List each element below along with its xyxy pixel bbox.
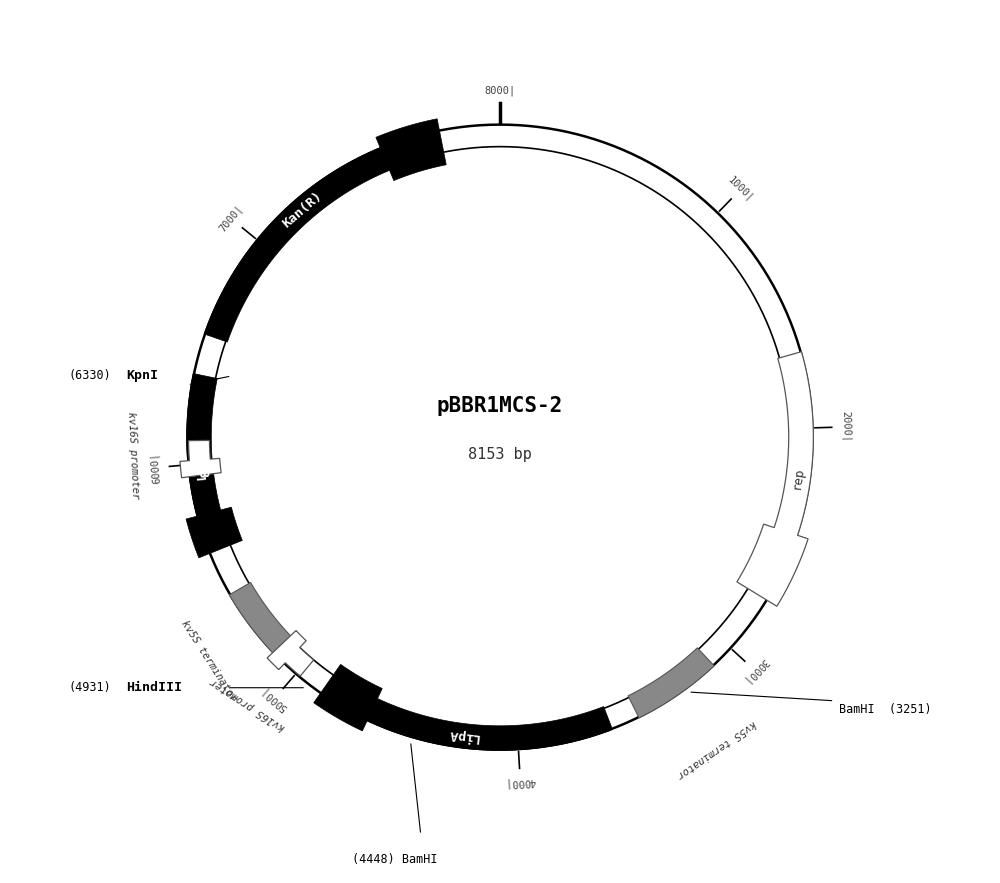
Text: 5000|: 5000| bbox=[259, 685, 289, 713]
Polygon shape bbox=[737, 351, 813, 607]
Text: (6330): (6330) bbox=[69, 369, 111, 382]
Polygon shape bbox=[314, 664, 613, 751]
Text: LipA: LipA bbox=[447, 728, 480, 744]
Text: 2000|: 2000| bbox=[840, 411, 851, 442]
Polygon shape bbox=[229, 583, 295, 658]
Polygon shape bbox=[186, 374, 242, 558]
Text: KpnI: KpnI bbox=[126, 369, 158, 382]
Polygon shape bbox=[180, 441, 221, 478]
Text: kv5S terminator: kv5S terminator bbox=[675, 719, 758, 781]
Text: LipB: LipB bbox=[192, 447, 208, 480]
Text: 6000|: 6000| bbox=[149, 451, 162, 484]
Text: kv5S terminator: kv5S terminator bbox=[179, 618, 238, 703]
Text: HindIII: HindIII bbox=[126, 681, 182, 694]
Text: pBBR1MCS-2: pBBR1MCS-2 bbox=[437, 396, 563, 416]
Text: (4448) BamHI: (4448) BamHI bbox=[352, 853, 437, 866]
Text: 1000|: 1000| bbox=[726, 174, 756, 204]
Text: 3000|: 3000| bbox=[741, 655, 770, 686]
Text: (4931): (4931) bbox=[69, 681, 111, 694]
Text: 7000|: 7000| bbox=[218, 204, 245, 234]
Text: BamHI  (3251): BamHI (3251) bbox=[839, 703, 931, 716]
Polygon shape bbox=[628, 648, 714, 718]
Text: rep: rep bbox=[790, 466, 806, 490]
Text: Kan(R): Kan(R) bbox=[280, 189, 325, 230]
Text: 8153 bp: 8153 bp bbox=[468, 447, 532, 462]
Text: 8000|: 8000| bbox=[484, 86, 516, 96]
Polygon shape bbox=[267, 630, 314, 676]
Text: kv16S promoter: kv16S promoter bbox=[208, 675, 287, 732]
Polygon shape bbox=[204, 119, 446, 342]
Text: kv16S promoter: kv16S promoter bbox=[126, 411, 141, 500]
Text: LipB: LipB bbox=[192, 447, 208, 480]
Text: 4000|: 4000| bbox=[504, 776, 536, 789]
